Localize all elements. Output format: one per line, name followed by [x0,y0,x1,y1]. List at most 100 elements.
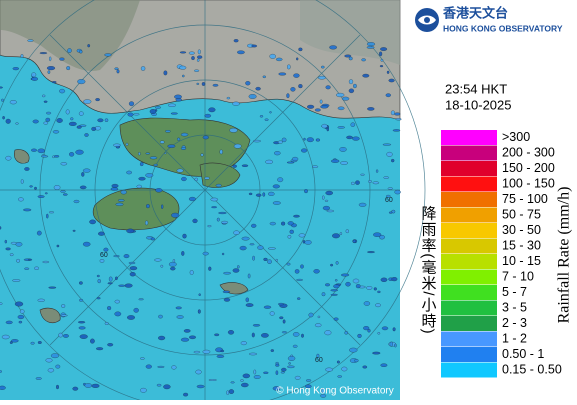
echo [357,333,362,338]
echo [375,303,381,308]
echo [353,83,357,89]
echo [56,118,63,123]
echo [136,184,142,189]
echo [12,279,21,282]
echo [55,364,61,369]
echo [351,181,355,185]
echo [5,320,13,325]
echo [17,314,25,320]
echo [394,112,401,116]
echo [155,188,163,193]
echo [158,335,166,341]
echo [138,298,144,301]
echo [240,379,244,382]
echo [242,373,250,379]
echo [79,49,83,54]
echo [375,169,379,173]
echo [216,217,220,222]
echo [337,106,345,111]
echo [226,390,230,395]
echo [138,152,141,156]
echo [114,311,122,317]
echo [28,258,33,261]
echo [255,193,262,197]
echo [380,47,388,51]
echo [159,140,165,144]
echo [294,269,300,274]
echo [344,331,348,335]
echo [379,65,384,68]
ring-label: 60 [315,357,323,364]
echo [240,341,247,346]
echo [289,229,294,234]
echo [358,202,367,207]
echo [325,367,333,372]
echo [248,192,253,196]
echo [196,384,205,389]
echo [241,236,250,241]
echo [314,108,321,112]
echo [262,75,266,79]
legend-title-english: Rainfall Rate (mm/h) [556,187,573,324]
echo [208,379,217,381]
echo [202,135,209,140]
legend-swatch [441,207,497,223]
echo [104,322,109,325]
echo [377,332,381,335]
echo [315,138,321,142]
echo [382,143,392,146]
echo [182,74,185,78]
echo [150,237,155,241]
echo [321,123,328,129]
echo [78,111,84,116]
echo [306,137,314,143]
echo [308,312,314,318]
echo [54,155,60,158]
echo [200,153,204,157]
echo [49,56,52,62]
echo [349,347,358,353]
echo [145,152,151,155]
echo [281,331,287,334]
echo [77,79,86,85]
echo [257,245,264,250]
echo [168,103,176,107]
echo [188,196,196,202]
legend-label: 2 - 3 [502,316,527,330]
echo [287,365,295,369]
echo [394,189,401,195]
echo [19,309,25,314]
echo [269,53,276,59]
echo [301,148,308,153]
echo [36,230,42,236]
echo [324,330,332,336]
echo [82,241,91,247]
echo [391,158,395,163]
echo [79,185,87,190]
echo [307,104,315,109]
echo [97,279,101,284]
echo [0,370,3,373]
echo [181,251,185,256]
legend-swatch [441,347,497,362]
echo [245,303,254,307]
echo [287,64,291,70]
echo [215,183,222,188]
legend-label: 150 - 200 [502,161,555,175]
echo [386,70,390,74]
echo [390,110,395,116]
echo [268,191,275,196]
echo [253,369,257,375]
echo [226,96,231,100]
legend-label: >300 [502,130,530,144]
echo [189,270,194,275]
echo [320,105,329,109]
echo [301,333,304,338]
echo [103,247,109,252]
echo [280,371,285,374]
echo [180,337,190,342]
echo [361,58,366,62]
echo [5,118,11,124]
echo [233,230,240,235]
